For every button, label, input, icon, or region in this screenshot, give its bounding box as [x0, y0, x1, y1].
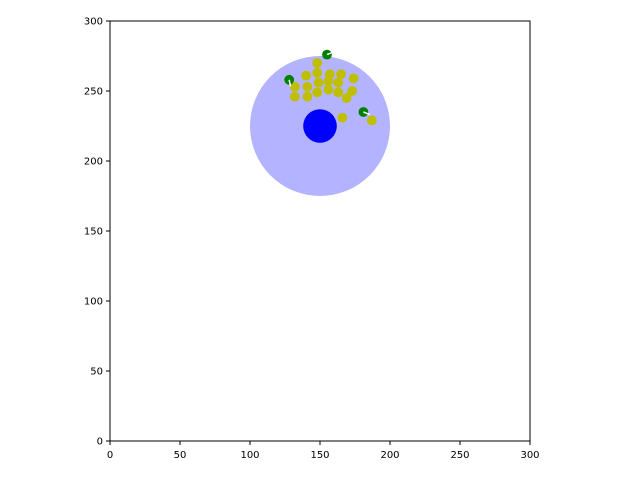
y-tick-label: 0	[97, 437, 103, 448]
food-pellet	[312, 87, 323, 98]
food-pellet	[347, 86, 358, 96]
food-pellet	[337, 112, 348, 123]
food-pellet	[312, 67, 323, 78]
x-tick-label: 200	[380, 450, 399, 461]
y-tick-label: 150	[84, 227, 103, 238]
x-axis: 0 50 100 150 200 250 300	[107, 441, 540, 461]
x-tick-label: 150	[310, 450, 329, 461]
agent-circle	[303, 109, 337, 143]
enemy-heading-marker	[363, 111, 371, 116]
y-axis: 0 50 100 150 200 250 300	[84, 17, 110, 448]
x-tick-label: 250	[450, 450, 469, 461]
food-pellet	[333, 87, 344, 98]
x-tick-label: 0	[107, 450, 113, 461]
y-tick-label: 200	[84, 157, 103, 168]
enemy	[284, 74, 295, 87]
food-pellet	[366, 115, 377, 126]
food-pellet	[302, 81, 313, 92]
food-pellet	[289, 91, 300, 102]
enemy	[322, 49, 334, 60]
y-tick-label: 100	[84, 297, 103, 308]
x-tick-label: 300	[520, 450, 539, 461]
food-pellet	[323, 76, 334, 87]
y-tick-label: 300	[84, 17, 103, 28]
food-pellet	[302, 91, 313, 102]
food-pellet	[312, 58, 323, 68]
food-pellet	[289, 81, 300, 92]
enemy-heading-marker	[288, 79, 292, 87]
food-pellet	[301, 70, 311, 81]
x-tick-label: 50	[174, 450, 187, 461]
food-pellet	[336, 69, 346, 80]
x-tick-label: 100	[240, 450, 259, 461]
y-tick-label: 50	[90, 367, 103, 378]
y-tick-label: 250	[84, 87, 103, 98]
food-pellet	[348, 73, 359, 84]
enemy	[358, 107, 371, 117]
game-plot-area	[250, 49, 390, 196]
food-pellet	[323, 84, 334, 95]
enemy-heading-marker	[326, 51, 334, 56]
food-pellet	[341, 93, 352, 103]
food-pellet	[313, 77, 324, 88]
food-pellet	[333, 77, 344, 88]
